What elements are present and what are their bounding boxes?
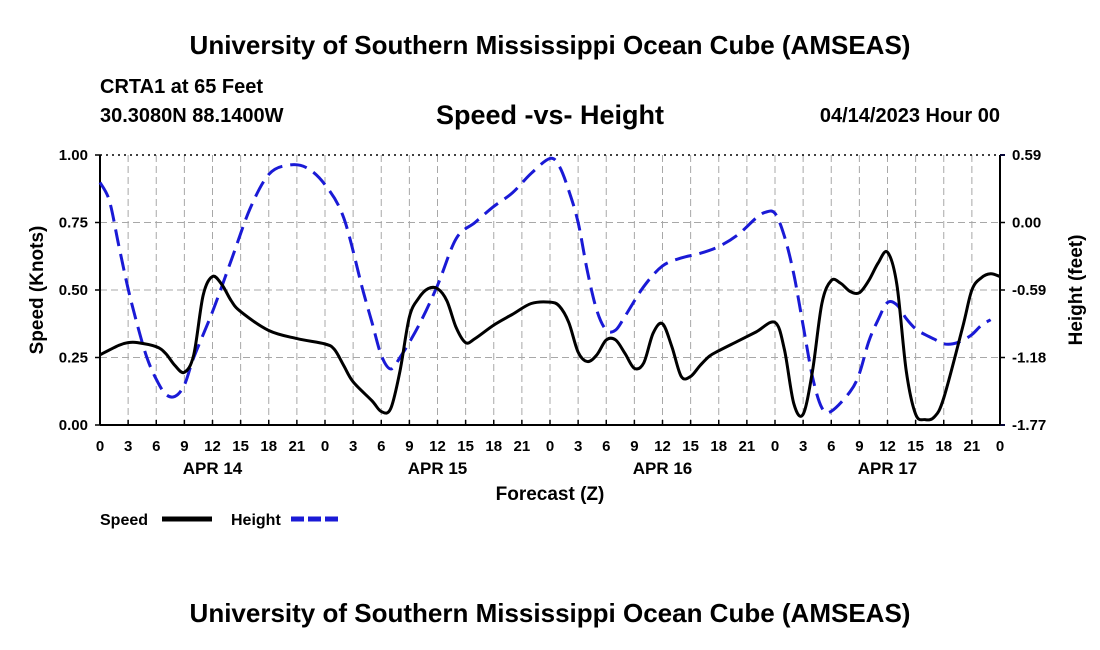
x-tick-label: 0	[321, 438, 329, 455]
x-tick-label: 12	[204, 438, 221, 455]
chart-main-title: University of Southern Mississippi Ocean…	[189, 30, 911, 60]
x-tick-label: 15	[907, 438, 924, 455]
x-tick-label: 9	[630, 438, 638, 455]
x-tick-label: 3	[574, 438, 582, 455]
x-tick-label: 9	[855, 438, 863, 455]
x-tick-label: 6	[602, 438, 610, 455]
legend: Speed Height	[100, 512, 341, 529]
x-tick-label: 18	[485, 438, 502, 455]
y2-tick-label: 0.00	[1012, 215, 1041, 232]
y2-axis-title: Height (feet)	[1066, 235, 1087, 346]
x-tick-label: 15	[682, 438, 699, 455]
x-tick-label: 9	[405, 438, 413, 455]
x-tick-label: 21	[514, 438, 531, 455]
x-tick-label: 6	[377, 438, 385, 455]
x-tick-label: 0	[771, 438, 779, 455]
day-label: APR 14	[183, 459, 243, 478]
day-label: APR 15	[408, 459, 468, 478]
y2-tick-label: -1.77	[1012, 417, 1046, 434]
x-axis-title: Forecast (Z)	[496, 484, 605, 505]
series-lines	[98, 156, 1001, 422]
x-tick-label: 0	[546, 438, 554, 455]
x-tick-label: 3	[349, 438, 357, 455]
legend-label-height: Height	[231, 512, 281, 529]
x-tick-label: 0	[96, 438, 104, 455]
x-tick-label: 15	[457, 438, 474, 455]
y2-tick-label: -1.18	[1012, 350, 1046, 367]
y-tick-label: 0.50	[59, 282, 88, 299]
day-label: APR 16	[633, 459, 693, 478]
x-tick-label: 6	[827, 438, 835, 455]
height-series-line	[98, 156, 992, 415]
x-tick-label: 12	[879, 438, 896, 455]
y-tick-label: 0.00	[59, 417, 88, 434]
legend-label-speed: Speed	[100, 512, 148, 529]
x-tick-label: 15	[232, 438, 249, 455]
x-tick-label: 3	[799, 438, 807, 455]
x-tick-label: 12	[429, 438, 446, 455]
x-tick-label: 9	[180, 438, 188, 455]
y2-tick-label: 0.59	[1012, 147, 1041, 164]
speed-series-line	[99, 249, 1001, 422]
y-tick-label: 1.00	[59, 147, 88, 164]
x-tick-label: 0	[996, 438, 1004, 455]
forecast-date: 04/14/2023 Hour 00	[819, 105, 1000, 127]
x-tick-label: 6	[152, 438, 160, 455]
y-tick-label: 0.75	[59, 215, 88, 232]
x-tick-label: 12	[654, 438, 671, 455]
x-tick-label: 21	[289, 438, 306, 455]
x-tick-label: 18	[260, 438, 277, 455]
y-axis-title: Speed (Knots)	[27, 226, 48, 355]
grid-lines	[100, 154, 1000, 425]
x-tick-label: 21	[964, 438, 981, 455]
day-label: APR 17	[858, 459, 918, 478]
station-label: CRTA1 at 65 Feet	[100, 76, 264, 98]
footer-title: University of Southern Mississippi Ocean…	[189, 598, 911, 628]
x-tick-label: 21	[739, 438, 756, 455]
station-coordinates: 30.3080N 88.1400W	[100, 105, 284, 127]
y-tick-label: 0.25	[59, 350, 88, 367]
y2-tick-label: -0.59	[1012, 282, 1046, 299]
axes	[95, 154, 1005, 426]
axis-labels: 0 3 6 9 12 15 18 21 0 3 6 9 12 15 18 21 0 3 6 9 12 15 18 21 0 3 6 9…	[27, 147, 1087, 505]
chart-subtitle: Speed -vs- Height	[435, 100, 665, 130]
x-tick-label: 3	[124, 438, 132, 455]
x-tick-label: 18	[935, 438, 952, 455]
x-tick-label: 18	[710, 438, 727, 455]
